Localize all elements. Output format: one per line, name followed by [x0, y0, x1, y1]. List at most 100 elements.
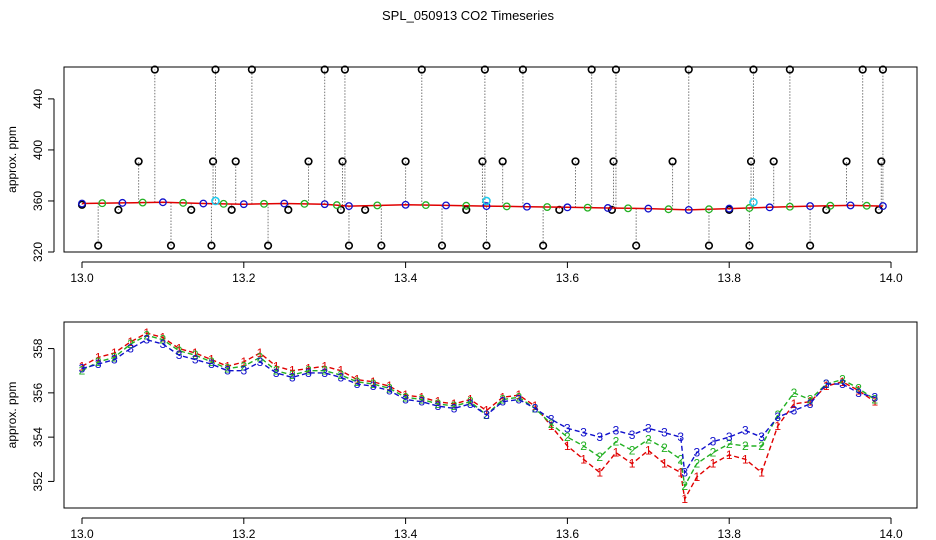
- spike-point: [150, 65, 159, 74]
- y-tick-label: 360: [31, 191, 45, 211]
- series-point: 3: [435, 399, 442, 413]
- series-point: 1: [160, 331, 167, 345]
- spike-point: [320, 65, 329, 74]
- series-point: 2: [613, 435, 620, 449]
- series-point: 2: [321, 364, 328, 378]
- baseline-point: [502, 202, 511, 211]
- series-point: 2: [596, 450, 603, 464]
- spike-series: [77, 65, 888, 250]
- series-point: 1: [289, 364, 296, 378]
- y-tick-label: 354: [31, 427, 45, 447]
- series-point: 3: [273, 366, 280, 380]
- series-point: 1: [629, 457, 636, 471]
- spike-point: [704, 241, 714, 250]
- spike-point: [539, 241, 548, 250]
- series-point: 1: [823, 379, 830, 393]
- plot-frame-0: [63, 66, 918, 253]
- baseline-point: [482, 202, 491, 211]
- spike-point: [480, 65, 489, 74]
- spike-point: [611, 65, 621, 74]
- series-point: 3: [79, 362, 86, 376]
- series-point: 1: [370, 375, 377, 389]
- series-point: 1: [257, 346, 264, 360]
- series-point: 2: [548, 417, 555, 431]
- series-point: 1: [516, 388, 523, 402]
- spike-point: [609, 157, 618, 166]
- series-point: 3: [370, 379, 377, 393]
- series-point: 1: [176, 342, 183, 356]
- series-point: 1: [467, 393, 474, 407]
- series-point: 3: [467, 397, 474, 411]
- series-point: 3: [613, 424, 620, 438]
- spike-point: [822, 205, 831, 214]
- series-point: 2: [677, 452, 684, 466]
- series-point: 3: [95, 357, 102, 371]
- spike-point: [187, 205, 196, 214]
- series-point: 1: [483, 404, 490, 418]
- series-line: [81, 332, 876, 502]
- spike-point: [877, 157, 886, 166]
- x-axis-1: 13.0 13.2 13.4 13.6 13.8 14.0: [70, 517, 903, 540]
- series-point: 2: [645, 432, 652, 446]
- series-point: 1: [354, 373, 361, 387]
- series-point: 3: [143, 333, 150, 347]
- plot-frame-1: [63, 321, 918, 509]
- spike-point: [227, 205, 236, 214]
- series-point: 2: [742, 439, 749, 453]
- series-point: 1: [645, 443, 652, 457]
- spike-point: [668, 157, 677, 166]
- baseline-point: [138, 198, 147, 207]
- spike-point: [338, 157, 347, 166]
- series-point: 1: [240, 355, 247, 369]
- series-point: 1: [111, 346, 118, 360]
- series-point: 3: [483, 408, 490, 422]
- series-point: 1: [839, 375, 846, 389]
- series-point: 1: [224, 359, 231, 373]
- baseline-point: [98, 199, 107, 208]
- y-axis-label-1: approx. ppm: [5, 382, 19, 449]
- series-point: 3: [758, 430, 765, 444]
- series-point: 3: [645, 421, 652, 435]
- spike-point: [749, 65, 758, 74]
- baseline-point: [765, 203, 774, 212]
- spike-point: [785, 65, 794, 74]
- baseline-point: [421, 201, 430, 210]
- baseline-point: [300, 199, 309, 208]
- baseline-point: [725, 204, 734, 213]
- spike-point: [401, 157, 410, 166]
- series-point: 2: [160, 333, 167, 347]
- series-point: 1: [273, 359, 280, 373]
- baseline-point: [239, 200, 248, 209]
- series-point: 1: [855, 384, 862, 398]
- series-point: 3: [305, 366, 312, 380]
- series-point: 1: [758, 466, 765, 480]
- series-point: 2: [208, 355, 215, 369]
- series-point: 3: [208, 357, 215, 371]
- spike-point: [587, 65, 596, 74]
- spike-point: [571, 157, 580, 166]
- series-point: 2: [855, 381, 862, 395]
- series-point: 2: [289, 368, 296, 382]
- series-point: 2: [143, 328, 150, 342]
- spike-point: [482, 241, 491, 250]
- series-point: 3: [240, 364, 247, 378]
- baseline-point: [260, 199, 268, 208]
- baseline-point: [684, 205, 693, 214]
- spike-point: [231, 157, 240, 166]
- spike-point: [166, 241, 176, 250]
- spike-point: [207, 241, 216, 250]
- series-point: 2: [693, 457, 700, 471]
- series-point: 3: [807, 397, 814, 411]
- series-point: 1: [435, 395, 442, 409]
- series-line: [81, 338, 875, 475]
- baseline-point: [862, 201, 871, 210]
- y-tick-label: 356: [31, 383, 45, 403]
- spike-point: [336, 205, 345, 214]
- spike-point: [417, 65, 426, 74]
- series-point: 1: [79, 359, 86, 373]
- spike-point: [478, 157, 487, 166]
- baseline-point: [373, 201, 382, 210]
- series-point: 1: [548, 419, 555, 433]
